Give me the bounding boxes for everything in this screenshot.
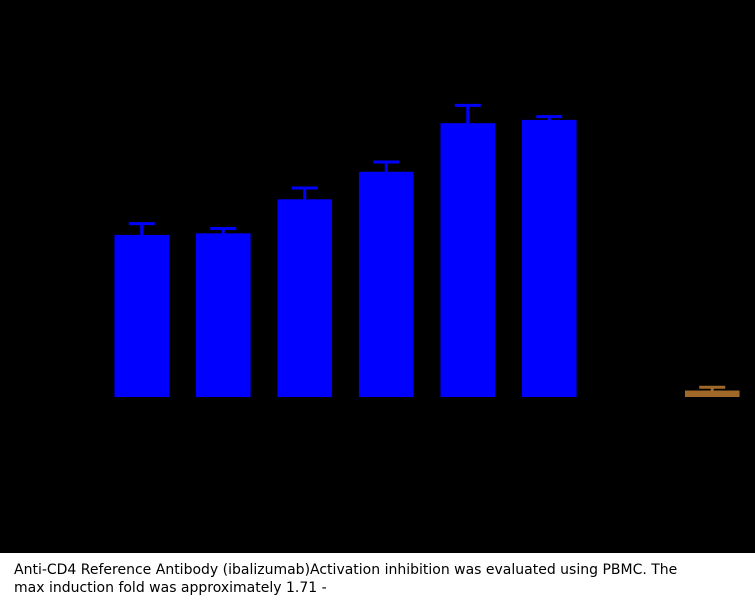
bar [358,171,414,397]
error-bar [536,115,563,120]
error-bar [373,160,400,172]
bar [277,199,333,397]
bar [195,233,251,397]
error-bar [128,222,155,235]
bar [684,390,740,397]
error-bar [454,103,481,124]
caption: Anti-CD4 Reference Antibody (ibalizumab)… [14,562,678,596]
bar [440,123,496,397]
error-bar [699,385,726,391]
bar [521,119,577,397]
bar [114,234,170,397]
error-bar [210,226,237,234]
chart [0,0,755,553]
error-bar [291,186,318,200]
